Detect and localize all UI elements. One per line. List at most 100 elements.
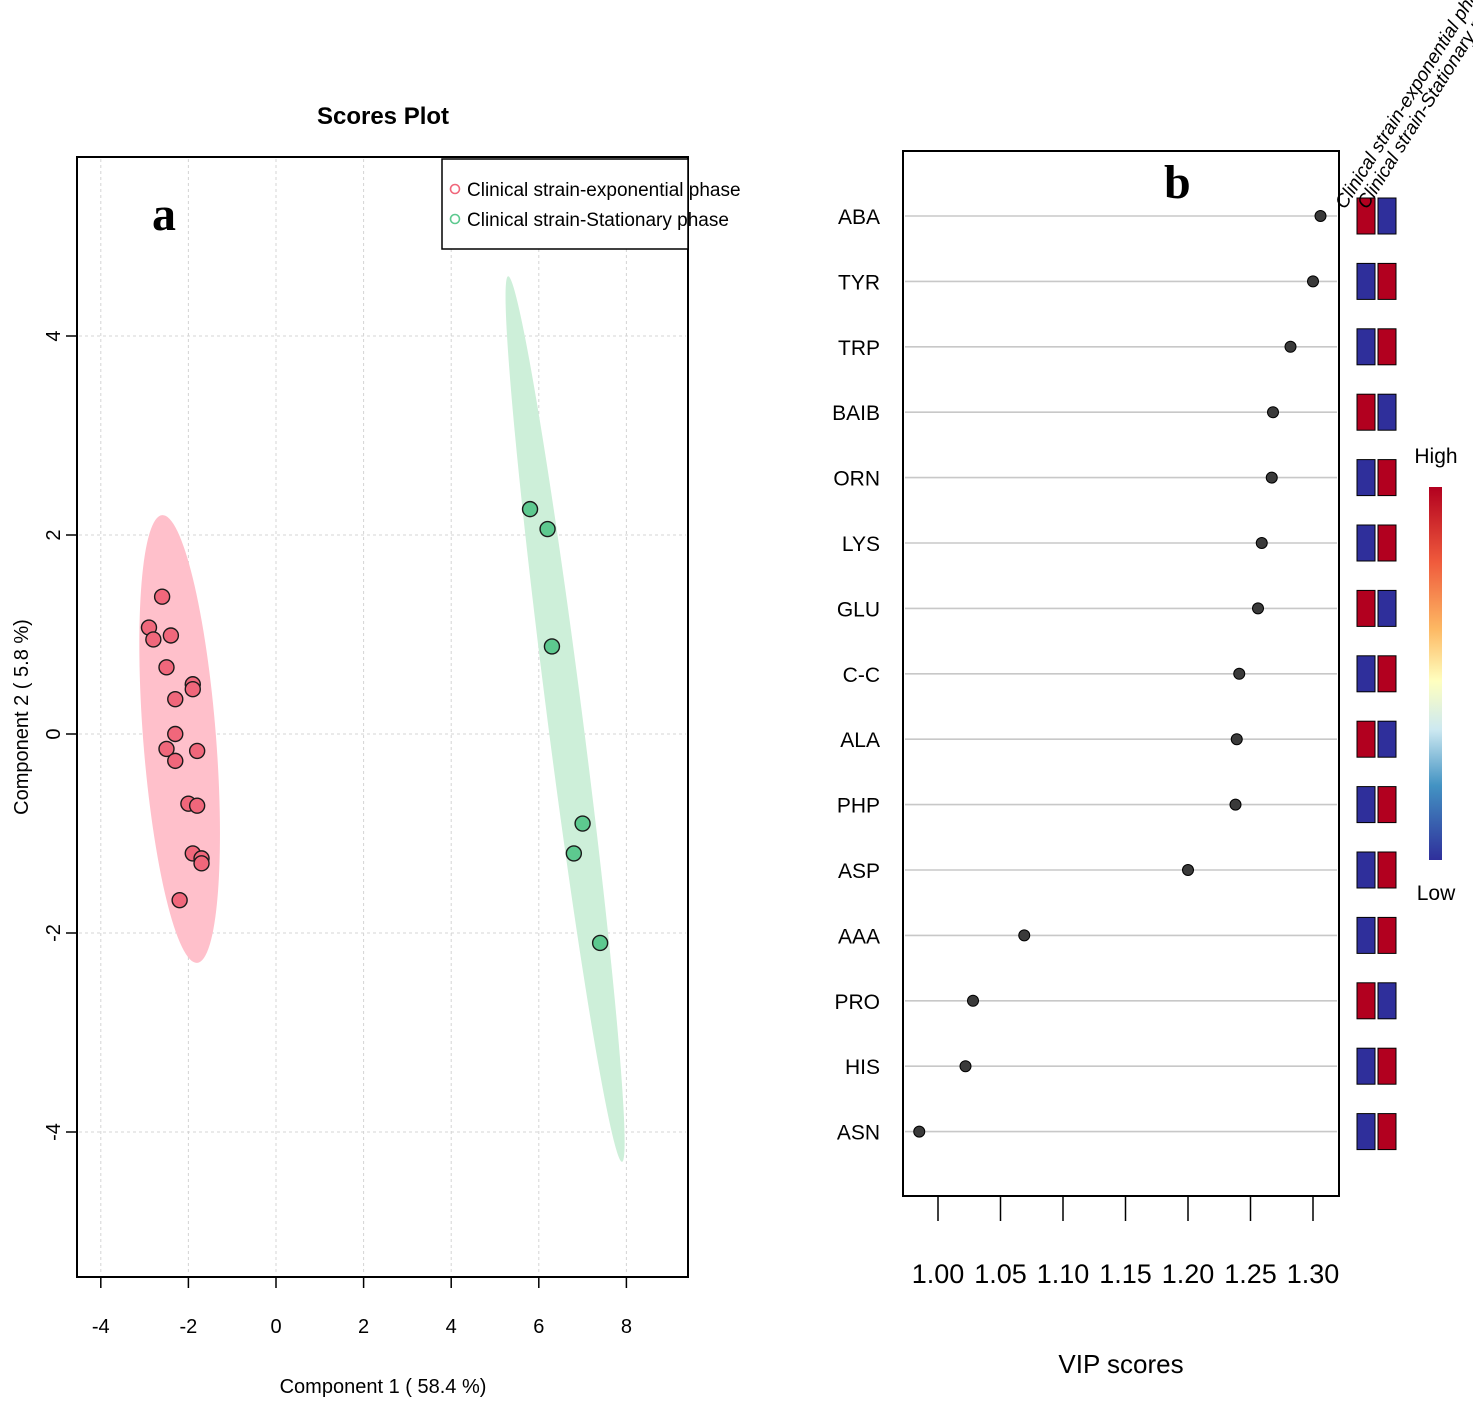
vip-x-tick-label: 1.15	[1099, 1259, 1152, 1289]
heat-cell-ala-stationary	[1377, 720, 1397, 758]
point-exponential	[167, 725, 184, 743]
confidence-ellipses	[139, 276, 625, 1162]
vip-dot-asp	[1182, 864, 1194, 876]
vip-dot-tyr	[1307, 275, 1319, 288]
x-tick-label: -2	[180, 1316, 198, 1338]
panel-label-b: b	[1164, 156, 1191, 209]
vip-dot-his	[959, 1060, 972, 1073]
vip-dot-pro	[967, 994, 979, 1007]
point-stationary	[591, 934, 609, 952]
heat-cell-trp-exponential	[1356, 328, 1376, 366]
point-exponential	[153, 588, 171, 605]
metabolite-label: TRP	[838, 337, 880, 360]
heat-cell-orn-exponential	[1356, 459, 1376, 497]
x-tick-label: 2	[358, 1316, 369, 1338]
scores-plot-title: Scores Plot	[317, 103, 449, 130]
vip-x-tick-label: 1.30	[1287, 1259, 1340, 1289]
heat-cell-lys-stationary	[1377, 524, 1397, 562]
vip-dot-asn	[913, 1125, 926, 1138]
metabolite-labels: ABA TYR TRP BAIB ORN LYS GLU C-C ALA PHP ASP AAA PRO…	[832, 206, 880, 1145]
vip-x-tick-label: 1.25	[1224, 1259, 1277, 1289]
vip-plot-panel: ABA TYR TRP BAIB ORN LYS GLU C-C ALA PHP ASP AAA PRO…	[832, 0, 1473, 1379]
color-scale-legend: High Low	[1414, 445, 1457, 905]
heat-cell-pro-exponential	[1356, 982, 1376, 1020]
vip-x-tick-label: 1.10	[1037, 1259, 1090, 1289]
ellipse-stationary	[505, 276, 625, 1162]
heat-cell-c-c-exponential	[1356, 655, 1376, 693]
legend-marker-stationary	[449, 213, 461, 225]
panel-label-a: a	[152, 188, 176, 241]
heat-cell-pro-stationary	[1377, 982, 1397, 1020]
metabolite-label: BAIB	[832, 402, 880, 425]
metabolite-label: LYS	[842, 533, 880, 556]
scores-x-axis: -4 -2 0 2 4 6 8	[92, 1277, 632, 1338]
heat-cell-tyr-stationary	[1377, 262, 1397, 300]
heat-cell-trp-stationary	[1377, 328, 1397, 366]
metabolite-label: PRO	[834, 991, 880, 1014]
scores-y-axis: 4 2 0 -2 -4	[43, 330, 77, 1141]
x-tick-label: 4	[446, 1316, 457, 1338]
point-exponential	[158, 740, 175, 758]
heat-cell-baib-exponential	[1356, 393, 1376, 431]
y-tick-label: 4	[43, 330, 65, 341]
legend-label-stationary: Clinical strain-Stationary phase	[467, 210, 729, 231]
legend-marker-exponential	[449, 183, 461, 195]
heat-cell-his-exponential	[1356, 1047, 1376, 1085]
vip-row-lines	[905, 215, 1337, 1133]
vip-dot-aba	[1314, 210, 1327, 222]
y-tick-label: -2	[43, 924, 65, 942]
metabolite-label: GLU	[837, 598, 880, 621]
metabolite-label: ASP	[838, 860, 880, 883]
scores-x-label: Component 1 ( 58.4 %)	[280, 1376, 487, 1398]
metabolite-label: C-C	[843, 664, 880, 687]
heat-cells	[1356, 197, 1397, 1151]
column-label-exponential: Clinical strain-exponential phase	[1331, 0, 1473, 213]
metabolite-label: ORN	[833, 468, 880, 491]
point-stationary	[539, 520, 556, 538]
vip-x-tick-label: 1.20	[1162, 1259, 1215, 1289]
y-tick-label: 2	[43, 529, 65, 540]
x-tick-label: -4	[92, 1316, 110, 1338]
heat-cell-glu-exponential	[1356, 589, 1376, 627]
metabolite-label: PHP	[837, 795, 880, 818]
heat-cell-php-exponential	[1356, 786, 1376, 824]
metabolite-label: ALA	[840, 729, 880, 752]
colorbar-low-label: Low	[1417, 882, 1456, 905]
heat-cell-aba-stationary	[1377, 197, 1397, 235]
point-exponential	[158, 659, 175, 676]
scores-grid	[79, 159, 686, 1275]
vip-dot-c-c	[1233, 667, 1246, 680]
point-exponential	[162, 627, 180, 644]
scores-legend: Clinical strain-exponential phase Clinic…	[441, 158, 741, 250]
vip-dots	[913, 210, 1327, 1138]
scores-plot-frame	[76, 156, 689, 1278]
heat-cell-his-stationary	[1377, 1047, 1397, 1085]
vip-dot-ala	[1230, 733, 1243, 746]
x-tick-label: 6	[533, 1316, 544, 1338]
heat-cell-lys-exponential	[1356, 524, 1376, 562]
y-tick-label: -4	[43, 1123, 65, 1141]
point-exponential	[188, 797, 206, 814]
point-exponential	[193, 855, 210, 872]
point-stationary	[521, 500, 539, 518]
vip-dot-glu	[1252, 602, 1264, 615]
metabolite-label: HIS	[845, 1056, 880, 1079]
point-stationary	[543, 638, 561, 655]
colorbar-high-label: High	[1414, 445, 1457, 468]
vip-dot-orn	[1265, 471, 1278, 484]
x-tick-label: 8	[621, 1316, 632, 1338]
scores-plot-panel: Scores Plot -4 -2 0 2 4 6 8 4 2 0 -2 -4 Component …	[11, 103, 741, 1398]
legend-label-exponential: Clinical strain-exponential phase	[467, 180, 741, 201]
metabolite-label: ASN	[837, 1122, 880, 1145]
vip-dot-lys	[1255, 537, 1268, 549]
vip-x-axis: 1.00 1.05 1.10 1.15 1.20 1.25 1.30	[912, 1196, 1340, 1289]
heat-cell-ala-exponential	[1356, 720, 1376, 758]
heat-cell-c-c-stationary	[1377, 655, 1397, 693]
y-tick-label: 0	[43, 728, 65, 739]
point-stationary	[565, 845, 583, 862]
heat-cell-asp-stationary	[1377, 851, 1397, 889]
point-stationary	[574, 815, 591, 832]
vip-dot-php	[1229, 798, 1242, 811]
heat-cell-aaa-exponential	[1356, 916, 1376, 954]
vip-x-tick-label: 1.00	[912, 1259, 965, 1289]
